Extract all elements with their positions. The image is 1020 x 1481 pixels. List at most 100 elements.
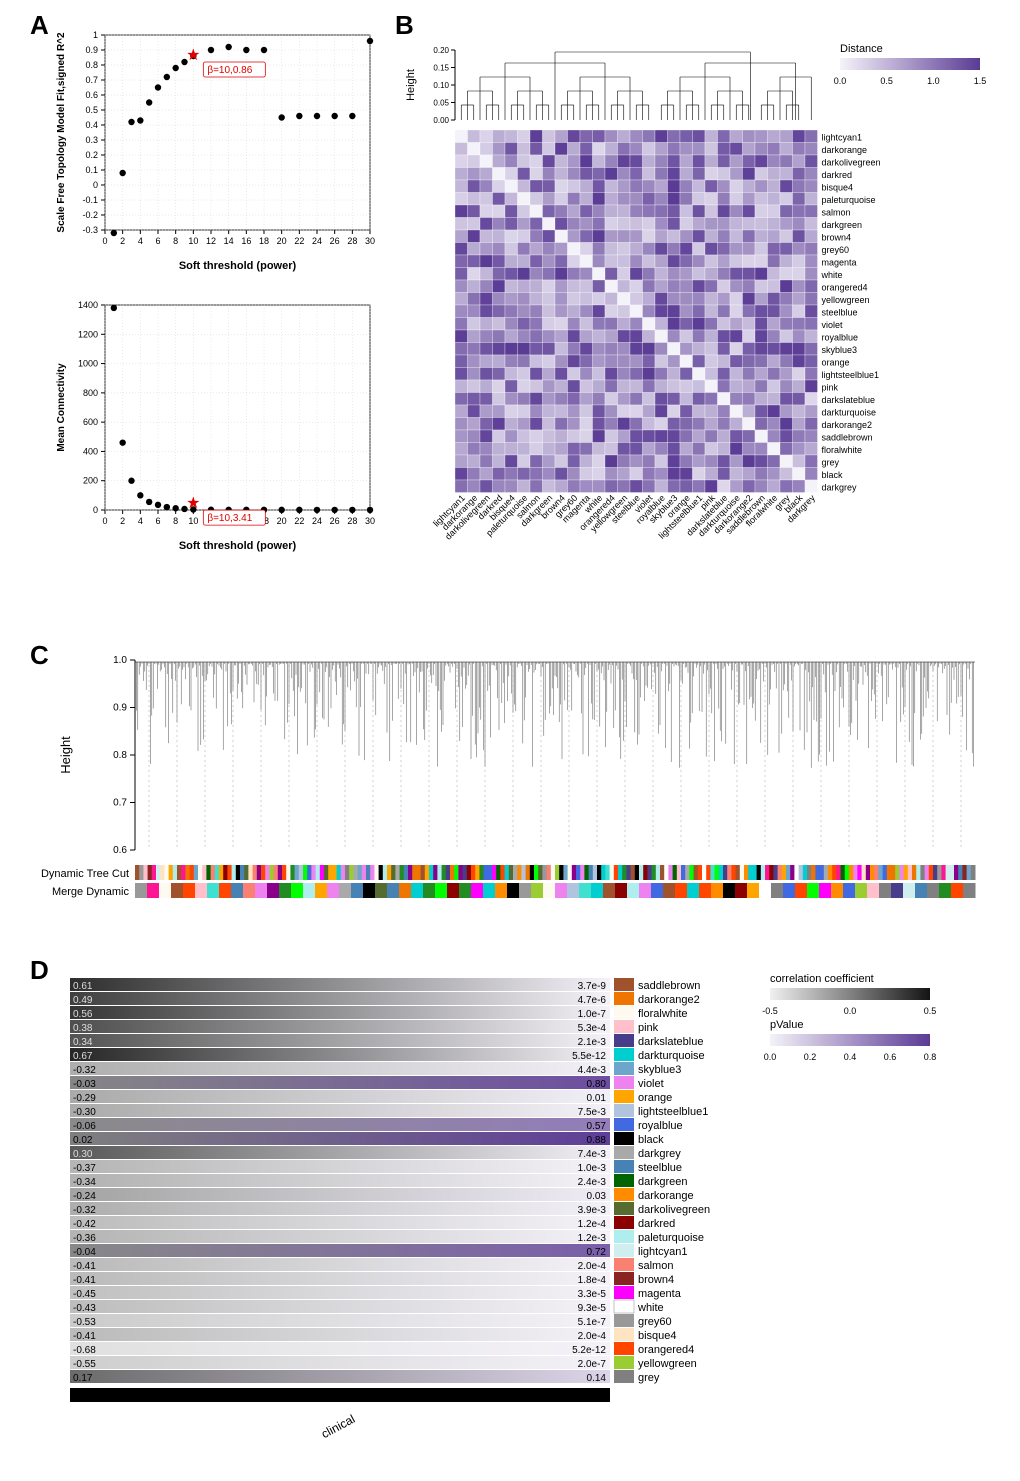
svg-text:saddlebrown: saddlebrown <box>638 980 700 992</box>
svg-text:2.1e-3: 2.1e-3 <box>578 1037 607 1048</box>
svg-text:0.6: 0.6 <box>113 845 127 856</box>
svg-text:darkgreen: darkgreen <box>638 1176 688 1188</box>
svg-text:30: 30 <box>365 516 375 526</box>
svg-text:0.5: 0.5 <box>880 76 893 86</box>
scatter-connectivity: 0246810121416182022242628300200400600800… <box>50 295 380 555</box>
svg-text:lightsteelblue1: lightsteelblue1 <box>638 1106 708 1118</box>
svg-text:β=10,3.41: β=10,3.41 <box>207 513 252 524</box>
svg-text:bisque4: bisque4 <box>822 183 854 193</box>
svg-text:steelblue: steelblue <box>638 1162 682 1174</box>
svg-text:darkorange2: darkorange2 <box>638 994 700 1006</box>
svg-text:16: 16 <box>241 236 251 246</box>
svg-text:1.2e-3: 1.2e-3 <box>578 1233 607 1244</box>
scatter-scale-free: 024681012141618202224262830-0.3-0.2-0.10… <box>50 25 380 275</box>
svg-text:-0.5: -0.5 <box>762 1006 778 1016</box>
svg-text:0.05: 0.05 <box>433 99 449 108</box>
svg-text:violet: violet <box>822 320 844 330</box>
svg-text:orangered4: orangered4 <box>822 283 868 293</box>
svg-text:darkgrey: darkgrey <box>638 1148 681 1160</box>
svg-text:0.01: 0.01 <box>587 1093 607 1104</box>
svg-text:pink: pink <box>638 1022 659 1034</box>
svg-text:darkslateblue: darkslateblue <box>638 1036 703 1048</box>
svg-text:1: 1 <box>93 30 98 40</box>
svg-text:white: white <box>821 270 843 280</box>
svg-text:4.4e-3: 4.4e-3 <box>578 1065 607 1076</box>
svg-text:0.10: 0.10 <box>433 81 449 90</box>
svg-text:0.6: 0.6 <box>85 90 98 100</box>
svg-text:24: 24 <box>312 236 322 246</box>
svg-text:-0.43: -0.43 <box>73 1303 96 1314</box>
svg-text:7.4e-3: 7.4e-3 <box>578 1149 607 1160</box>
svg-text:0.57: 0.57 <box>587 1121 607 1132</box>
svg-text:5.2e-12: 5.2e-12 <box>572 1345 606 1356</box>
svg-text:-0.68: -0.68 <box>73 1345 96 1356</box>
svg-text:0.0: 0.0 <box>834 76 847 86</box>
svg-text:0.0: 0.0 <box>764 1052 777 1062</box>
svg-text:darkorange2: darkorange2 <box>822 420 873 430</box>
svg-text:2: 2 <box>120 236 125 246</box>
svg-text:darkturquoise: darkturquoise <box>822 408 877 418</box>
svg-text:-0.42: -0.42 <box>73 1219 96 1230</box>
svg-text:-0.24: -0.24 <box>73 1191 96 1202</box>
svg-text:0: 0 <box>102 236 107 246</box>
svg-text:β=10,0.86: β=10,0.86 <box>207 65 252 76</box>
svg-text:-0.53: -0.53 <box>73 1317 96 1328</box>
svg-text:bisque4: bisque4 <box>638 1330 677 1342</box>
svg-text:0.56: 0.56 <box>73 1009 93 1020</box>
svg-text:darkred: darkred <box>822 170 853 180</box>
svg-text:1.0e-3: 1.0e-3 <box>578 1163 607 1174</box>
svg-text:Mean Connectivity: Mean Connectivity <box>56 363 67 452</box>
svg-text:28: 28 <box>347 516 357 526</box>
svg-text:-0.1: -0.1 <box>82 195 98 205</box>
svg-text:9.3e-5: 9.3e-5 <box>578 1303 607 1314</box>
svg-text:3.9e-3: 3.9e-3 <box>578 1205 607 1216</box>
svg-text:1.0: 1.0 <box>927 76 940 86</box>
panel-label-d: D <box>30 955 49 986</box>
svg-text:1.0: 1.0 <box>113 655 127 666</box>
svg-text:1000: 1000 <box>78 359 98 369</box>
svg-text:1200: 1200 <box>78 329 98 339</box>
svg-text:royalblue: royalblue <box>822 333 859 343</box>
svg-text:0.2: 0.2 <box>804 1052 817 1062</box>
svg-text:brown4: brown4 <box>822 233 852 243</box>
svg-text:600: 600 <box>83 417 98 427</box>
svg-text:lightcyan1: lightcyan1 <box>822 133 863 143</box>
svg-text:3.3e-5: 3.3e-5 <box>578 1289 607 1300</box>
svg-text:24: 24 <box>312 516 322 526</box>
panel-label-a: A <box>30 10 49 41</box>
svg-text:grey60: grey60 <box>822 245 850 255</box>
svg-text:2.0e-4: 2.0e-4 <box>578 1331 607 1342</box>
svg-text:4.7e-6: 4.7e-6 <box>578 995 607 1006</box>
svg-text:-0.37: -0.37 <box>73 1163 96 1174</box>
svg-text:0.9: 0.9 <box>113 703 127 714</box>
svg-text:6: 6 <box>155 516 160 526</box>
svg-text:Scale Free Topology Model Fit,: Scale Free Topology Model Fit,signed R^2 <box>56 32 67 233</box>
svg-text:1400: 1400 <box>78 300 98 310</box>
svg-text:Height: Height <box>58 736 73 774</box>
svg-text:darkorange: darkorange <box>638 1190 694 1202</box>
svg-text:5.3e-4: 5.3e-4 <box>578 1023 607 1034</box>
svg-text:0.03: 0.03 <box>587 1191 607 1202</box>
svg-text:grey60: grey60 <box>638 1316 672 1328</box>
svg-text:-0.32: -0.32 <box>73 1065 96 1076</box>
svg-text:30: 30 <box>365 236 375 246</box>
svg-text:-0.45: -0.45 <box>73 1289 96 1300</box>
svg-text:0.38: 0.38 <box>73 1023 93 1034</box>
svg-text:0.02: 0.02 <box>73 1135 93 1146</box>
svg-text:darkolivegreen: darkolivegreen <box>822 158 881 168</box>
svg-text:-0.34: -0.34 <box>73 1177 96 1188</box>
svg-text:royalblue: royalblue <box>638 1120 683 1132</box>
svg-text:Merge Dynamic: Merge Dynamic <box>52 886 130 898</box>
svg-text:darkgrey: darkgrey <box>822 483 858 493</box>
svg-text:0.8: 0.8 <box>85 60 98 70</box>
dendrogram-gene: Height0.60.70.80.91.0Dynamic Tree CutMer… <box>40 650 1000 950</box>
svg-text:0.15: 0.15 <box>433 64 449 73</box>
svg-text:0.5: 0.5 <box>85 105 98 115</box>
svg-text:-0.3: -0.3 <box>82 225 98 235</box>
svg-text:saddlebrown: saddlebrown <box>822 433 873 443</box>
svg-text:salmon: salmon <box>638 1260 673 1272</box>
svg-text:0.49: 0.49 <box>73 995 93 1006</box>
svg-text:0.14: 0.14 <box>587 1373 607 1384</box>
svg-text:0.4: 0.4 <box>85 120 98 130</box>
svg-text:-0.32: -0.32 <box>73 1205 96 1216</box>
